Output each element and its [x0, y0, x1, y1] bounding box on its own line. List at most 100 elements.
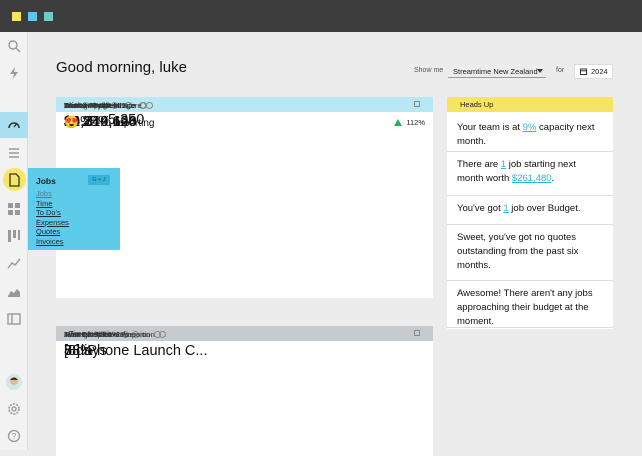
bolt-icon[interactable]: [7, 66, 21, 80]
trend-icon[interactable]: [7, 256, 21, 270]
metric-value: 5 days: [64, 343, 107, 359]
up-arrow: [394, 119, 403, 126]
metric-label: Overall Profit: [64, 101, 119, 110]
highlight: $261,480: [511, 173, 552, 184]
label-text: Invoices by Due Date: [64, 101, 136, 110]
metric-value: 29%: [64, 114, 93, 130]
avatar[interactable]: [6, 374, 22, 390]
for-label: for: [556, 67, 565, 74]
value-text: 29%: [64, 114, 94, 130]
text: capacity next month.: [457, 122, 595, 147]
value-text: $4,749,190: [64, 114, 137, 130]
jobs-highlight[interactable]: [3, 168, 26, 191]
time-to-review-card: Time to review Jobs Completed 8 Most Profi…: [56, 326, 433, 456]
card-header: Time to review: [56, 326, 433, 341]
label-text: Overall Profit: [64, 101, 108, 110]
label-text: Time taken for conversion: [64, 330, 151, 339]
open-link-icon[interactable]: [414, 330, 420, 336]
metric-value: $4,814,426: [64, 114, 137, 130]
grid-icon[interactable]: [7, 202, 21, 216]
board-icon[interactable]: [7, 229, 21, 243]
show-me-label: Show me: [414, 67, 444, 74]
flyout-link[interactable]: Time: [36, 198, 53, 208]
calendar-icon: [580, 68, 587, 75]
heads-up-item: There are 1 job starting next month wort…: [447, 152, 613, 196]
metric-label: Jobs Completed: [64, 330, 130, 339]
metric-value: 😍 25% reporting: [64, 114, 154, 130]
metric-value: 5,350: [108, 112, 145, 128]
flyout-link[interactable]: Invoices: [36, 236, 64, 246]
info-icon: [122, 331, 130, 338]
year-button[interactable]: 2024: [574, 64, 613, 79]
text: job over Budget.: [508, 203, 581, 214]
value-text: $4,814,426: [64, 114, 137, 130]
heads-up-item: Awesome! There aren't any jobs approachi…: [447, 281, 613, 328]
text: Sweet, you've got no quotes outstanding …: [457, 232, 579, 271]
company-name: Streamtime New Zealand: [453, 67, 538, 76]
year: 2024: [591, 67, 608, 76]
metric-label: Team Happiness Score: [64, 101, 153, 110]
window-control[interactable]: [28, 12, 37, 21]
value-text: 78%: [64, 343, 94, 359]
emoji: 😍: [64, 115, 79, 129]
change: 112%: [394, 118, 425, 127]
info-icon: [145, 102, 153, 109]
jobs-icon[interactable]: [7, 173, 21, 187]
text: Your team is at: [457, 122, 523, 133]
settings-icon[interactable]: [7, 402, 21, 416]
text: .: [551, 173, 555, 184]
flyout-title: Jobs: [36, 176, 56, 186]
metric-value: $1,240,668: [64, 114, 137, 130]
open-link-icon[interactable]: [414, 101, 420, 107]
metric-value: $4,749,190: [64, 114, 137, 130]
dashboard-icon[interactable]: [7, 118, 21, 132]
text: You've got: [457, 203, 504, 214]
label-text: Team Happiness Score: [64, 101, 142, 110]
heads-up-card: Heads Up Your team is at 9% capacity nex…: [447, 97, 613, 329]
highlight: 1: [500, 159, 507, 170]
text: There are: [457, 159, 501, 170]
metric-label: Most Profitable Job: [64, 330, 140, 339]
list-icon[interactable]: [7, 146, 21, 160]
window-control[interactable]: [44, 12, 53, 21]
window-control[interactable]: [12, 12, 21, 21]
dropdown-caret: [537, 69, 543, 73]
info-icon: [111, 102, 119, 109]
label-text: Average Profit Margin: [64, 101, 137, 110]
sidebar: ?: [0, 32, 28, 450]
value-suffix: reporting: [114, 118, 155, 129]
metric-label: Work in Progress: [64, 101, 133, 110]
flyout-link[interactable]: Expenses: [36, 217, 69, 227]
metric-value: 78%: [64, 343, 93, 359]
flyout-link[interactable]: Jobs: [36, 189, 52, 198]
svg-text:?: ?: [12, 432, 17, 441]
metric-value: 8: [64, 343, 72, 359]
flyout-shortcut: G + J: [88, 175, 110, 185]
help-icon[interactable]: ?: [7, 429, 21, 443]
book-icon[interactable]: [7, 312, 21, 326]
chart-icon[interactable]: [7, 284, 21, 298]
highlight: 9%: [522, 122, 537, 133]
heads-up-item: Sweet, you've got no quotes outstanding …: [447, 225, 613, 281]
value-text: [8] iPhone Launch C...: [64, 343, 208, 359]
flyout-link[interactable]: Quotes: [36, 227, 61, 236]
value-text: 8: [64, 343, 73, 359]
heads-up-item: You've got 1 job over Budget.: [447, 196, 613, 225]
card-header: Heads Up: [447, 97, 613, 112]
change-value: 112%: [406, 118, 425, 127]
text: Awesome! There aren't any jobs approachi…: [457, 288, 593, 327]
info-icon: [154, 331, 162, 338]
search-icon[interactable]: [7, 39, 21, 53]
label-text: Jobs Completed: [64, 330, 119, 339]
flyout-link[interactable]: To Do's: [36, 208, 61, 217]
text: job starting next month worth: [457, 159, 576, 184]
active-item[interactable]: [0, 112, 28, 138]
value-text: 5 days: [64, 343, 107, 359]
value-text: $1,240,668: [64, 114, 137, 130]
label-text: Average Billable Proportion: [64, 330, 155, 339]
jobs-flyout: Jobs G + J Jobs Time To Do's Expenses Quotes In…: [28, 168, 120, 250]
metric-label: Time taken for conversion: [64, 330, 162, 339]
label-text: Work in Progress: [64, 101, 122, 110]
company-select[interactable]: Streamtime New Zealand: [448, 64, 546, 78]
